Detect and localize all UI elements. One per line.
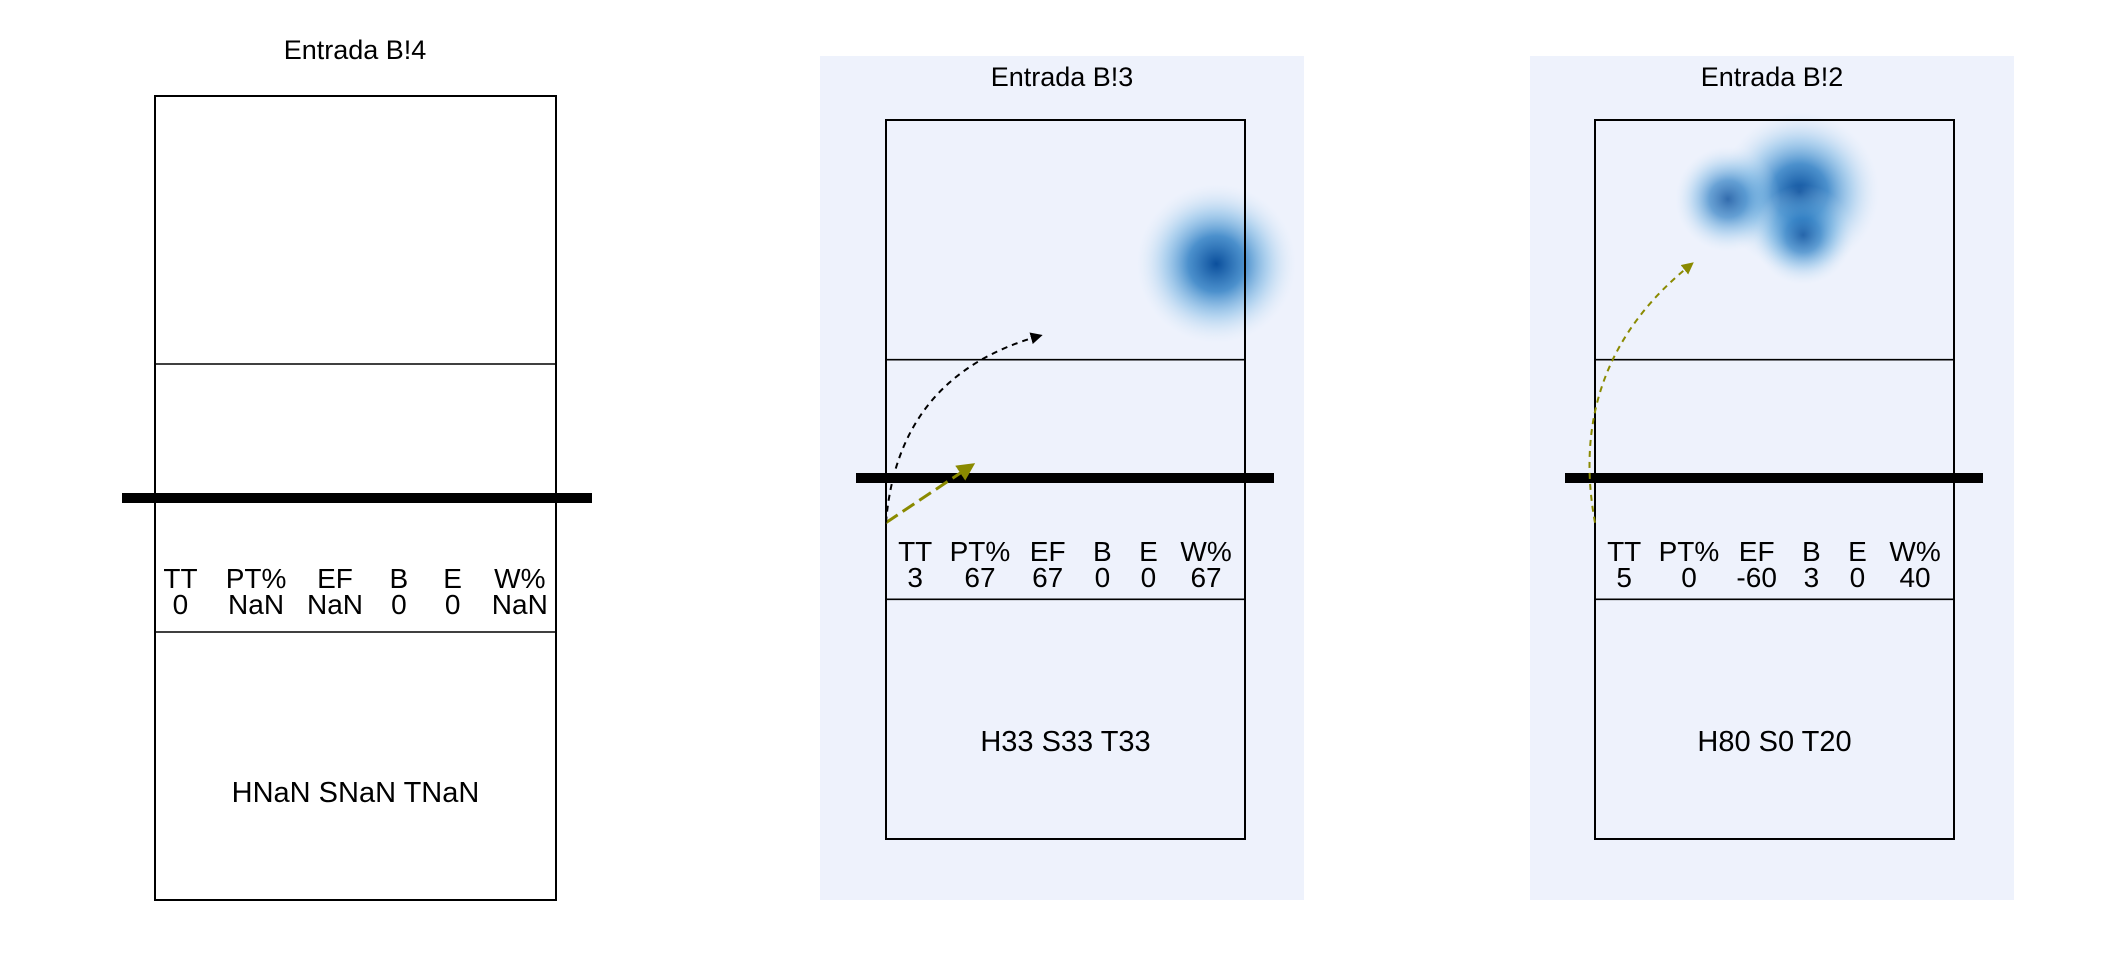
stats-value: 67	[1032, 562, 1063, 593]
zone-label: HNaN SNaN TNaN	[232, 777, 480, 809]
trajectory-arrow	[885, 463, 976, 524]
stats-header: W%	[494, 563, 545, 594]
stats-header: E	[1139, 536, 1158, 567]
stats-value: 0	[173, 589, 189, 620]
stats-value: 0	[391, 589, 407, 620]
stats-header: B	[1802, 536, 1821, 567]
panel-title: Entrada B!3	[991, 62, 1134, 92]
stats-value: 0	[445, 589, 461, 620]
stats-value: 0	[1141, 562, 1157, 593]
stats-value: NaN	[307, 589, 363, 620]
stats-value: 0	[1681, 562, 1697, 593]
stats-header: TT	[898, 536, 932, 567]
stats-header: B	[1093, 536, 1112, 567]
stats-value: 5	[1616, 562, 1632, 593]
stats-value: 67	[964, 562, 995, 593]
chart-panel: Entrada B!3 TT PT% EF B E W% 3 67 67 0 0 67 H33 S33 T…	[820, 56, 1304, 900]
stats-value: 0	[1095, 562, 1111, 593]
panel-title: Entrada B!2	[1701, 62, 1844, 92]
stats-header: PT%	[950, 536, 1011, 567]
stats-header: W%	[1180, 536, 1231, 567]
stats-value: 0	[1850, 562, 1866, 593]
stats-value: NaN	[228, 589, 284, 620]
heat-blob	[1136, 183, 1297, 344]
panel-title: Entrada B!4	[284, 35, 427, 65]
trajectory-arrow	[1588, 262, 1694, 523]
stats-value: -60	[1736, 562, 1776, 593]
trajectory-arrow	[885, 332, 1043, 523]
chart-panel: Entrada B!4 TT PT% EF B E W% 0 NaN NaN 0 0 NaN HNaN S…	[122, 35, 592, 901]
stats-value: NaN	[492, 589, 548, 620]
stats-header: TT	[163, 563, 197, 594]
stats-value: 40	[1899, 562, 1930, 593]
stats-value: 67	[1190, 562, 1221, 593]
stats-header: TT	[1607, 536, 1641, 567]
stats-header: EF	[1739, 536, 1775, 567]
stats-header: EF	[317, 563, 353, 594]
stats-header: E	[1848, 536, 1867, 567]
stats-header: PT%	[1659, 536, 1720, 567]
stats-header: W%	[1889, 536, 1940, 567]
stats-header: EF	[1030, 536, 1066, 567]
stats-header: B	[390, 563, 409, 594]
stats-value: 3	[907, 562, 923, 593]
stats-header: PT%	[226, 563, 287, 594]
stats-header: E	[443, 563, 462, 594]
zone-label: H80 S0 T20	[1697, 726, 1851, 758]
heat-blob	[1753, 185, 1854, 286]
zone-label: H33 S33 T33	[980, 726, 1150, 758]
stats-value: 3	[1804, 562, 1820, 593]
